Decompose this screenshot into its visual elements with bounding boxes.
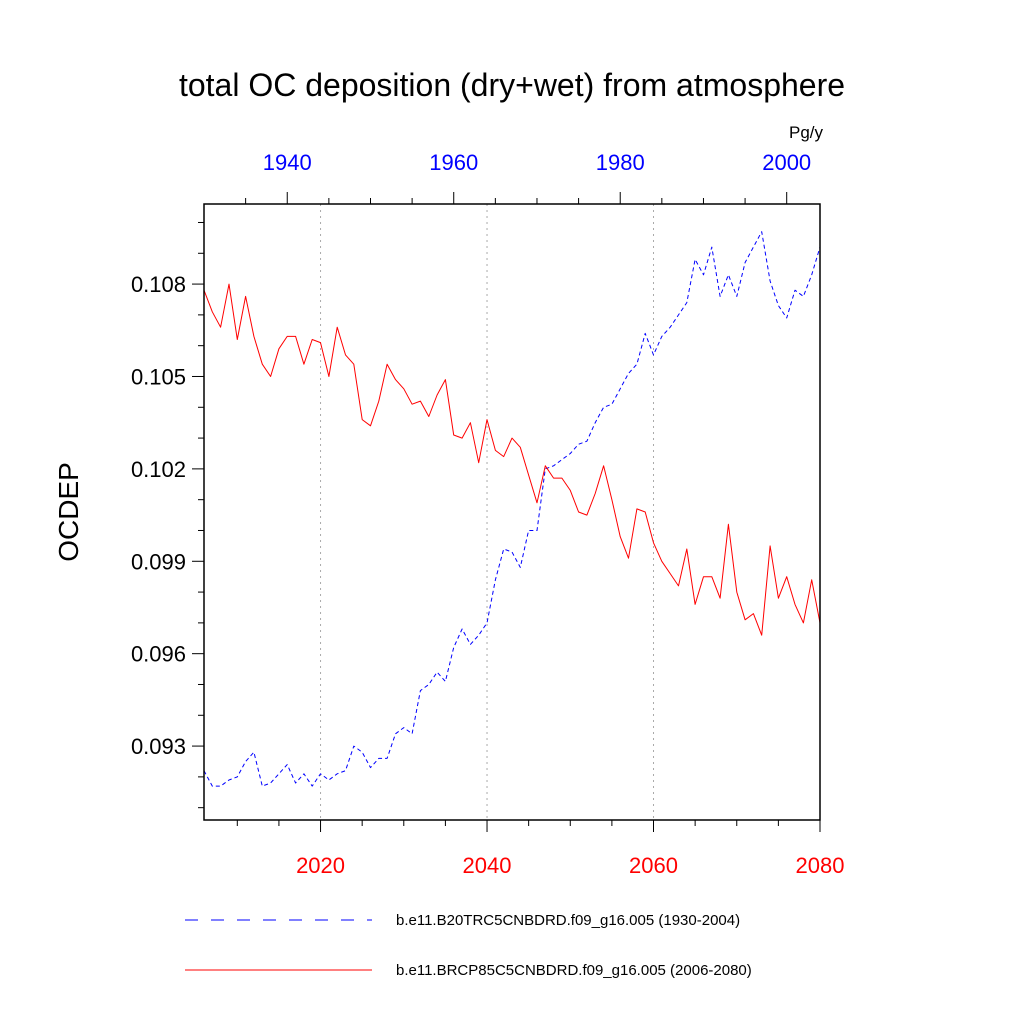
series-rcp85-line bbox=[203, 283, 821, 636]
y-axis-label: OCDEP bbox=[53, 462, 84, 562]
chart-title: total OC deposition (dry+wet) from atmos… bbox=[179, 67, 845, 103]
y-tick-label: 0.102 bbox=[131, 457, 186, 482]
grid bbox=[320, 204, 655, 820]
bottom-tick-label-2080: 2080 bbox=[796, 853, 845, 878]
series-group bbox=[203, 231, 821, 787]
y-tick-label: 0.105 bbox=[131, 364, 186, 389]
bottom-tick-label-2020: 2020 bbox=[296, 853, 345, 878]
bottom-tick-label-2040: 2040 bbox=[463, 853, 512, 878]
bottom-tick-label-2060: 2060 bbox=[629, 853, 678, 878]
plot-frame bbox=[203, 203, 821, 821]
top-tick-label-1960: 1960 bbox=[429, 150, 478, 175]
y-tick-label: 0.096 bbox=[131, 642, 186, 667]
axes: 0.093 0.096 0.099 0.102 0.105 0.108 1940 1960 19… bbox=[131, 150, 845, 878]
y-tick-label: 0.099 bbox=[131, 549, 186, 574]
top-tick-label-2000: 2000 bbox=[762, 150, 811, 175]
y-tick-label: 0.093 bbox=[131, 734, 186, 759]
series-historical-line bbox=[203, 231, 821, 787]
legend-label-historical: b.e11.B20TRC5CNBDRD.f09_g16.005 (1930-20… bbox=[396, 912, 740, 929]
top-tick-label-1940: 1940 bbox=[263, 150, 312, 175]
units-label: Pg/y bbox=[789, 123, 824, 142]
y-tick-label: 0.108 bbox=[131, 272, 186, 297]
legend-label-rcp85: b.e11.BRCP85C5CNBDRD.f09_g16.005 (2006-2… bbox=[396, 962, 752, 979]
legend: b.e11.B20TRC5CNBDRD.f09_g16.005 (1930-20… bbox=[185, 912, 752, 979]
top-tick-label-1980: 1980 bbox=[596, 150, 645, 175]
